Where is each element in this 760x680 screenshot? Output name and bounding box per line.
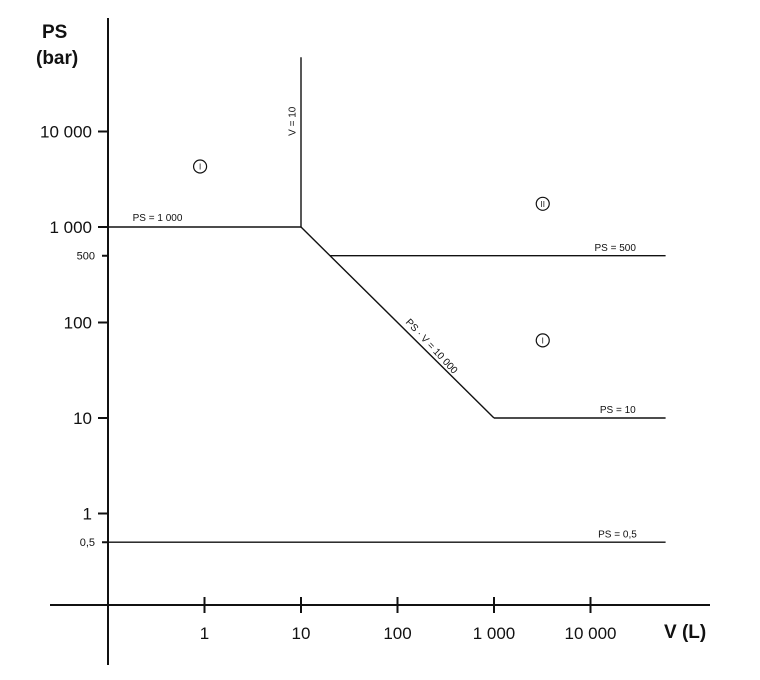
line-label: V = 10 (288, 106, 299, 136)
y-tick-label: 10 (73, 409, 92, 428)
category-marker-label: I (199, 163, 201, 172)
x-tick-label: 1 (200, 624, 209, 643)
line-label: PS = 0,5 (598, 530, 637, 541)
y-tick-label: 1 (83, 505, 92, 524)
y-tick-label: 10 000 (40, 123, 92, 142)
y-tick-label: 0,5 (80, 537, 95, 549)
boundary-line (300, 226, 495, 419)
line-annotations: PS = 1 000 V = 10 PS = 500 PS · V = 10 000 P… (133, 106, 638, 540)
category-marker: I (535, 333, 550, 348)
category-marker: I (192, 159, 208, 174)
category-marker-label: I (542, 336, 544, 345)
line-label: PS · V = 10 000 (403, 317, 460, 377)
x-tick-label: 10 (292, 624, 311, 643)
y-axis-title-line1: PS (42, 22, 67, 43)
y-axis-title-line2: (bar) (36, 48, 78, 69)
boundary-lines (108, 57, 666, 543)
x-tick-label: 10 000 (565, 624, 617, 643)
y-tick-label: 500 (77, 251, 95, 263)
y-axis-ticks: 10 000 1 000 500 100 10 1 0,5 (40, 123, 108, 549)
line-label: PS = 1 000 (133, 213, 183, 224)
y-tick-label: 1 000 (49, 218, 92, 237)
x-tick-label: 100 (383, 624, 411, 643)
y-tick-label: 100 (64, 314, 92, 333)
category-marker-label: II (541, 200, 545, 209)
x-axis-title: V (L) (664, 622, 706, 643)
line-label: PS = 500 (594, 243, 636, 254)
x-tick-label: 1 000 (473, 624, 516, 643)
line-label: PS = 10 (600, 405, 636, 416)
category-marker: II (535, 196, 550, 211)
x-axis-ticks: 1 10 100 1 000 10 000 (200, 597, 617, 643)
